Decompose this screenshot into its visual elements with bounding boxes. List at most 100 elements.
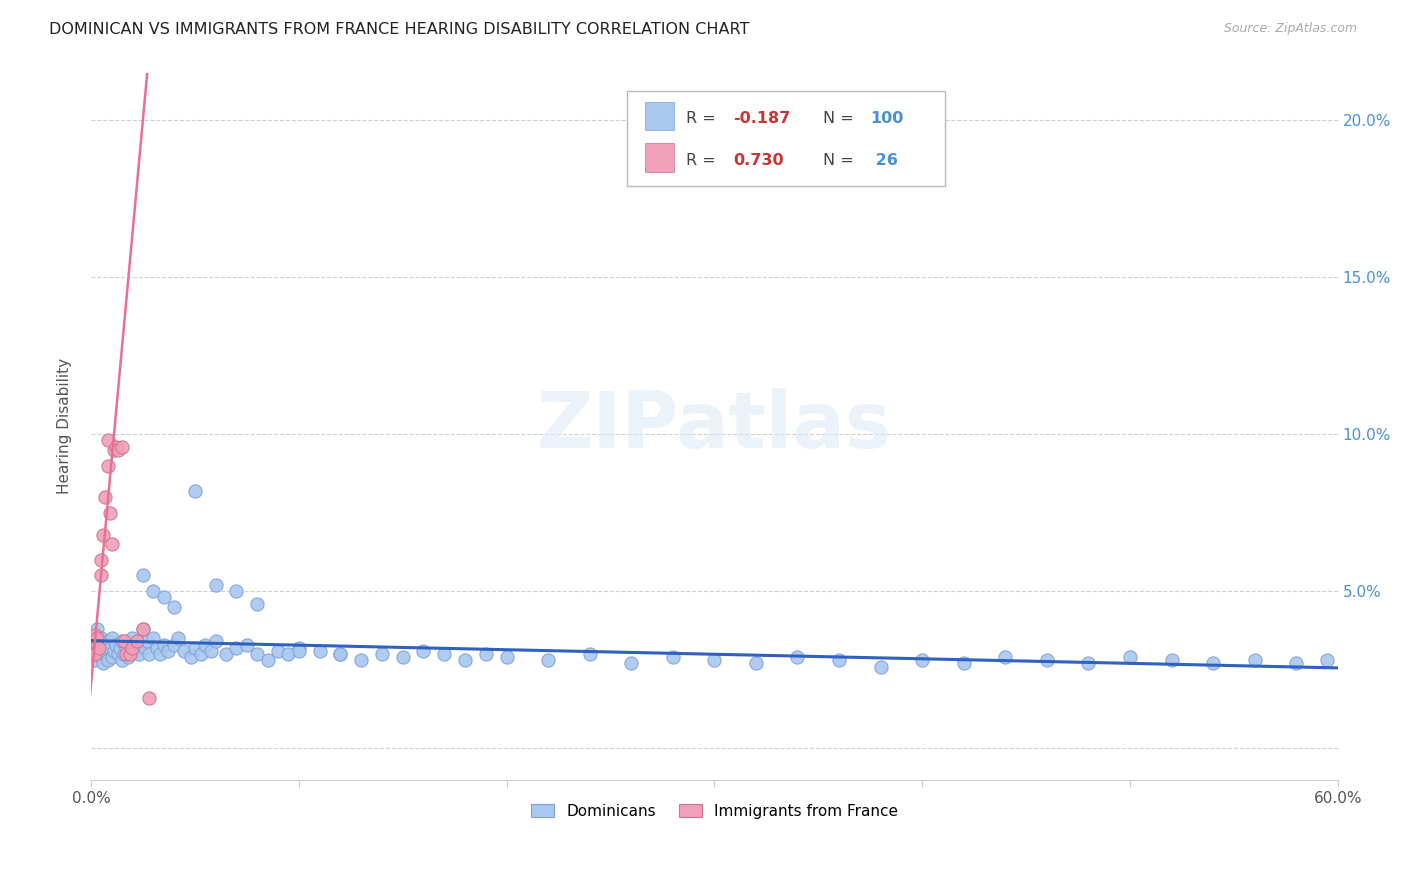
Y-axis label: Hearing Disability: Hearing Disability xyxy=(58,359,72,494)
Point xyxy=(167,632,190,646)
Point xyxy=(786,650,808,665)
Text: N =: N = xyxy=(823,153,859,168)
Point xyxy=(1316,653,1339,667)
Text: 26: 26 xyxy=(870,153,898,168)
Point xyxy=(93,657,115,671)
Point xyxy=(152,591,174,605)
Point xyxy=(125,634,148,648)
Point xyxy=(107,442,129,457)
Point xyxy=(104,638,127,652)
Point xyxy=(1036,653,1059,667)
Text: Source: ZipAtlas.com: Source: ZipAtlas.com xyxy=(1223,22,1357,36)
Text: N =: N = xyxy=(823,112,859,127)
Point xyxy=(86,638,108,652)
Point xyxy=(350,653,373,667)
Text: R =: R = xyxy=(686,112,720,127)
Point xyxy=(84,647,107,661)
Point xyxy=(128,647,150,661)
Legend: Dominicans, Immigrants from France: Dominicans, Immigrants from France xyxy=(524,797,904,825)
Point xyxy=(100,537,122,551)
Point xyxy=(236,638,259,652)
Point xyxy=(93,527,115,541)
Point xyxy=(93,638,115,652)
Point xyxy=(163,599,186,614)
Point xyxy=(96,634,118,648)
Point xyxy=(115,647,138,661)
Point xyxy=(246,597,269,611)
Text: -0.187: -0.187 xyxy=(733,112,790,127)
Point xyxy=(121,632,143,646)
Text: 100: 100 xyxy=(870,112,904,127)
Point xyxy=(200,644,222,658)
Point xyxy=(474,647,496,661)
Point xyxy=(184,483,207,498)
Point xyxy=(94,640,117,655)
Point xyxy=(117,650,139,665)
Point xyxy=(142,584,165,599)
Point xyxy=(115,640,138,655)
Point xyxy=(371,647,394,661)
Point xyxy=(82,634,104,648)
Point xyxy=(90,644,112,658)
Point xyxy=(1077,657,1099,671)
Point xyxy=(194,638,217,652)
Point xyxy=(1119,650,1142,665)
Point xyxy=(108,640,131,655)
Point xyxy=(86,632,108,646)
Point xyxy=(329,647,352,661)
Point xyxy=(121,640,143,655)
Point xyxy=(148,647,170,661)
Text: ZIPatlas: ZIPatlas xyxy=(537,388,891,465)
Point xyxy=(96,434,118,448)
Point xyxy=(112,634,135,648)
Point xyxy=(86,622,108,636)
Point xyxy=(111,634,134,648)
Point xyxy=(256,653,278,667)
Text: R =: R = xyxy=(686,153,720,168)
Text: DOMINICAN VS IMMIGRANTS FROM FRANCE HEARING DISABILITY CORRELATION CHART: DOMINICAN VS IMMIGRANTS FROM FRANCE HEAR… xyxy=(49,22,749,37)
Point xyxy=(537,653,560,667)
Point xyxy=(433,647,456,661)
Point xyxy=(287,644,309,658)
Point xyxy=(132,622,155,636)
Point xyxy=(103,644,125,658)
Point xyxy=(267,644,290,658)
Point xyxy=(308,644,330,658)
Point xyxy=(111,653,134,667)
Point xyxy=(90,553,112,567)
Point xyxy=(620,657,643,671)
Point xyxy=(138,647,160,661)
Point xyxy=(745,657,768,671)
Point xyxy=(90,568,112,582)
Point xyxy=(86,640,108,655)
Point xyxy=(86,632,108,646)
Point xyxy=(89,640,111,655)
Point xyxy=(82,647,104,661)
Point xyxy=(90,650,112,665)
Point xyxy=(89,638,111,652)
Point xyxy=(703,653,725,667)
Point xyxy=(952,657,974,671)
Point xyxy=(994,650,1017,665)
Text: 0.730: 0.730 xyxy=(733,153,783,168)
Point xyxy=(495,650,517,665)
Point xyxy=(111,440,134,454)
FancyBboxPatch shape xyxy=(627,91,945,186)
Point xyxy=(1160,653,1182,667)
Point xyxy=(124,644,146,658)
FancyBboxPatch shape xyxy=(644,144,675,172)
Point xyxy=(84,628,107,642)
Point xyxy=(98,640,121,655)
Point xyxy=(173,644,195,658)
Point xyxy=(104,440,127,454)
Point xyxy=(911,653,934,667)
Point xyxy=(138,690,160,705)
Point xyxy=(94,647,117,661)
Point xyxy=(84,628,107,642)
Point xyxy=(136,634,159,648)
Point xyxy=(94,490,117,504)
Point xyxy=(89,647,111,661)
Point xyxy=(107,647,129,661)
Point xyxy=(287,640,309,655)
Point xyxy=(662,650,685,665)
